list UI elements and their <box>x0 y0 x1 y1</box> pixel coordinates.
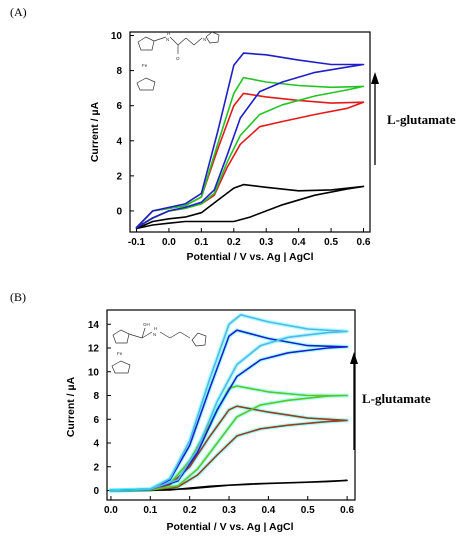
panel-b-x-tick-label: 0.2 <box>183 505 197 516</box>
panel-b-x-ticks: 0.0 0.1 0.2 0.3 0.4 0.5 0.6 <box>104 496 355 516</box>
panel-a-struct-n2: N <box>203 37 206 42</box>
panel-b-y-tick-label: 8 <box>93 391 99 402</box>
panel-a-bond-2 <box>169 36 179 46</box>
panel-a-y-tick-label: 6 <box>116 101 122 112</box>
panel-b-series-blue <box>110 329 348 492</box>
panel-b-bond-oh <box>141 327 146 339</box>
panel-a-bond-4 <box>185 37 195 46</box>
panel-b-cp-ring-bottom <box>111 360 131 374</box>
panel-a-pyrrole-ring <box>205 31 220 44</box>
panel-b-y-tick-label: 2 <box>93 462 99 473</box>
panel-b-y-tick-label: 12 <box>88 344 100 355</box>
panel-b-x-tick-label: 0.6 <box>340 505 354 516</box>
panel-a: (A) -0.1 0.0 0.1 0.2 0.3 0.4 0.5 0.6 0 2 4 6 8 10 Po… <box>10 5 456 263</box>
panel-b-ferrocene-structure <box>111 327 207 374</box>
panel-a-y-tick-label: 0 <box>116 206 122 217</box>
panel-b-bond-1 <box>128 333 143 339</box>
panel-a-y-tick-label: 4 <box>116 136 122 147</box>
panel-a-series <box>135 52 365 230</box>
panel-b-annotation: L-glutamate <box>362 391 431 406</box>
panel-a-cp-ring-top <box>137 36 155 51</box>
panel-b-cp-ring-top <box>112 329 130 344</box>
panel-a-y-tick-label: 2 <box>116 171 122 182</box>
panel-a-bond-5 <box>193 37 203 46</box>
panel-b-struct-fe: Fe <box>117 351 123 356</box>
panel-b-label: (B) <box>10 290 26 304</box>
panel-a-ferrocene-structure <box>136 31 220 91</box>
panel-b-x-tick-label: 0.3 <box>222 505 236 516</box>
panel-a-label: (A) <box>10 5 27 19</box>
panel-a-x-tick-label: 0.0 <box>162 237 176 248</box>
panel-a-bond-1 <box>153 36 167 42</box>
panel-b-arrow-head <box>350 352 358 364</box>
panel-b-series <box>110 314 348 492</box>
panel-a-struct-fe: Fe <box>142 63 148 68</box>
panel-a-cp-ring-bottom <box>136 77 156 91</box>
panel-a-struct-h: H <box>167 31 170 36</box>
panel-b-x-tick-label: 0.5 <box>301 505 315 516</box>
panel-a-x-tick-label: 0.1 <box>194 237 208 248</box>
panel-a-y-axis-label: Current / µA <box>89 101 101 162</box>
panel-b-y-tick-label: 0 <box>93 486 99 497</box>
panel-b-struct-n: N <box>153 332 156 337</box>
panel-a-x-tick-label: 0.2 <box>227 237 241 248</box>
panel-b-y-tick-label: 10 <box>88 367 100 378</box>
panel-a-y-tick-label: 10 <box>111 31 123 42</box>
panel-a-arrow-head <box>371 72 379 84</box>
panel-b-bond-3 <box>159 331 171 339</box>
panel-a-x-tick-label: 0.4 <box>292 237 306 248</box>
panel-b-y-tick-label: 6 <box>93 415 99 426</box>
panel-b-struct-h: H <box>154 326 157 331</box>
panel-b-bond-4 <box>169 331 181 339</box>
panel-b: (B) 0.0 0.1 0.2 0.3 0.4 0.5 0.6 0 2 4 6 8 10 12 14 Po… <box>10 290 431 533</box>
panel-b-struct-oh: OH <box>143 322 150 327</box>
panel-b-bond-2 <box>141 331 153 339</box>
panel-a-x-tick-label: 0.5 <box>324 237 338 248</box>
panel-b-glow-green <box>108 384 350 493</box>
panel-b-series-green <box>110 385 348 492</box>
panel-a-plot-frame <box>129 31 371 233</box>
panel-b-x-tick-label: 0.0 <box>104 505 118 516</box>
panel-a-series-black <box>135 183 365 230</box>
panel-a-x-axis-label: Potential / V vs. Ag | AgCl <box>186 251 313 263</box>
panel-b-series-black <box>110 479 348 492</box>
panel-a-bond-3 <box>177 37 187 46</box>
panel-b-series-brown <box>110 405 348 492</box>
panel-b-plot-frame <box>106 309 356 501</box>
panel-b-y-tick-label: 4 <box>93 439 99 450</box>
panel-a-struct-o: O <box>176 56 180 61</box>
panel-a-series-green <box>135 76 365 229</box>
panel-a-series-blue <box>135 52 365 229</box>
panel-a-x-tick-label: -0.1 <box>128 237 146 248</box>
panel-a-x-tick-label: 0.6 <box>357 237 371 248</box>
panel-a-y-ticks: 0 2 4 6 8 10 <box>111 31 134 217</box>
panel-b-x-axis-label: Potential / V vs. Ag | AgCl <box>166 521 293 533</box>
panel-a-struct-n: N <box>166 37 169 42</box>
panel-b-x-tick-label: 0.1 <box>143 505 157 516</box>
panel-b-series-lightblue <box>110 314 348 492</box>
panel-b-y-axis-label: Current / µA <box>65 376 77 437</box>
panel-b-cyan-glow <box>108 312 350 493</box>
panel-a-x-ticks: -0.1 0.0 0.1 0.2 0.3 0.4 0.5 0.6 <box>128 228 371 248</box>
panel-b-bond-5 <box>179 331 191 339</box>
panel-b-y-tick-label: 14 <box>88 320 100 331</box>
panel-a-annotation: L-glutamate <box>387 112 456 127</box>
panel-b-x-tick-label: 0.4 <box>261 505 275 516</box>
panel-b-pyrrole-ring <box>191 332 207 347</box>
panel-a-y-tick-label: 8 <box>116 66 122 77</box>
panel-a-x-tick-label: 0.3 <box>259 237 273 248</box>
